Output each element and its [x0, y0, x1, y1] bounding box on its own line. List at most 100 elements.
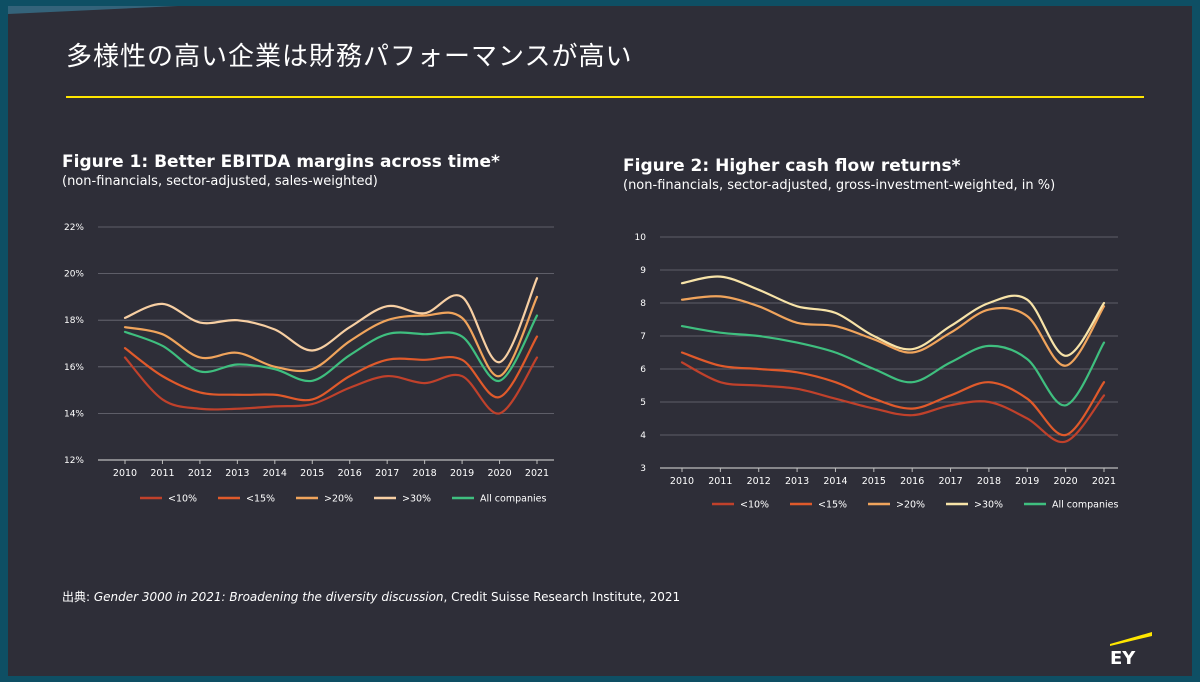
y-tick-label: 5	[640, 398, 646, 408]
data-point	[461, 375, 463, 377]
data-point	[911, 407, 913, 409]
data-point	[758, 289, 760, 291]
x-tick-label: 2012	[188, 468, 212, 479]
y-tick-label: 3	[640, 464, 646, 474]
source-title: Gender 3000 in 2021: Broadening the dive…	[93, 590, 444, 604]
data-point	[311, 380, 313, 382]
data-point	[461, 335, 463, 337]
data-point	[386, 375, 388, 377]
corner-accent	[8, 6, 178, 14]
data-point	[274, 366, 276, 368]
data-point	[1026, 417, 1028, 419]
data-point	[311, 349, 313, 351]
data-point	[1064, 404, 1066, 406]
data-point	[311, 368, 313, 370]
data-point	[911, 351, 913, 353]
data-point	[349, 326, 351, 328]
data-point	[274, 394, 276, 396]
data-point	[949, 394, 951, 396]
data-point	[423, 359, 425, 361]
data-point	[349, 340, 351, 342]
x-tick-label: 2012	[747, 476, 771, 487]
data-point	[796, 388, 798, 390]
data-point	[236, 408, 238, 410]
legend-label: All companies	[480, 494, 546, 505]
series-line-3	[123, 277, 539, 364]
data-point	[498, 375, 500, 377]
legend-label: <10%	[168, 494, 197, 505]
data-point	[873, 407, 875, 409]
x-tick-label: 2020	[1054, 476, 1078, 487]
data-point	[386, 333, 388, 335]
legend-label: All companies	[1052, 500, 1118, 511]
data-point	[461, 359, 463, 361]
data-point	[349, 375, 351, 377]
data-point	[199, 321, 201, 323]
x-tick-label: 2021	[1092, 476, 1116, 487]
series-line-4	[123, 314, 539, 383]
data-point	[274, 405, 276, 407]
y-tick-label: 22%	[64, 223, 84, 233]
data-point	[758, 368, 760, 370]
figure-2-subtitle: (non-financials, sector-adjusted, gross-…	[623, 178, 1056, 193]
x-tick-label: 2017	[938, 476, 962, 487]
data-point	[349, 354, 351, 356]
series-line-0	[680, 361, 1106, 444]
data-point	[758, 384, 760, 386]
data-point	[1103, 394, 1105, 396]
x-tick-label: 2010	[113, 468, 137, 479]
data-point	[834, 325, 836, 327]
ey-logo-beam	[1110, 632, 1152, 646]
slide: 多様性の高い企業は財務パフォーマンスが高い Figure 1: Better E…	[8, 6, 1192, 676]
data-point	[796, 305, 798, 307]
data-point	[911, 381, 913, 383]
data-point	[124, 317, 126, 319]
data-point	[834, 351, 836, 353]
data-point	[461, 317, 463, 319]
legend-label: <15%	[246, 494, 275, 505]
data-point	[873, 335, 875, 337]
data-point	[1064, 355, 1066, 357]
gridlines	[660, 236, 1118, 469]
source-prefix: 出典:	[62, 590, 94, 604]
y-tick-label: 7	[640, 332, 646, 342]
x-tick-label: 2019	[450, 468, 474, 479]
x-tick-label: 2016	[338, 468, 362, 479]
data-point	[161, 398, 163, 400]
data-point	[498, 396, 500, 398]
data-point	[719, 275, 721, 277]
legend-label: >30%	[402, 494, 431, 505]
figure-1-chart: 12% 14% 16% 18% 20% 22% 2010 2011 2012 2013 2014 20…	[64, 223, 554, 505]
data-point	[311, 403, 313, 405]
data-point	[498, 412, 500, 414]
data-point	[199, 391, 201, 393]
source-rest: , Credit Suisse Research Institute, 2021	[443, 590, 681, 604]
y-tick-label: 9	[640, 266, 646, 276]
x-tick-label: 2011	[150, 468, 174, 479]
data-point	[236, 319, 238, 321]
series-line-2	[680, 295, 1106, 367]
series-line-3	[680, 275, 1106, 357]
data-point	[873, 338, 875, 340]
series-line-4	[680, 325, 1106, 407]
legend-label: <15%	[818, 500, 847, 511]
data-point	[988, 401, 990, 403]
x-tick-label: 2014	[823, 476, 847, 487]
data-point	[911, 348, 913, 350]
data-point	[988, 302, 990, 304]
title-underline	[66, 96, 1144, 98]
data-point	[498, 361, 500, 363]
x-tick-label: 2017	[375, 468, 399, 479]
data-point	[1103, 302, 1105, 304]
data-point	[719, 381, 721, 383]
data-point	[681, 325, 683, 327]
data-point	[199, 356, 201, 358]
x-tick-label: 2011	[708, 476, 732, 487]
y-tick-label: 14%	[64, 409, 84, 419]
data-point	[536, 296, 538, 298]
data-point	[199, 370, 201, 372]
data-point	[386, 359, 388, 361]
ey-logo-text: EY	[1110, 648, 1136, 666]
data-point	[161, 345, 163, 347]
data-point	[758, 305, 760, 307]
